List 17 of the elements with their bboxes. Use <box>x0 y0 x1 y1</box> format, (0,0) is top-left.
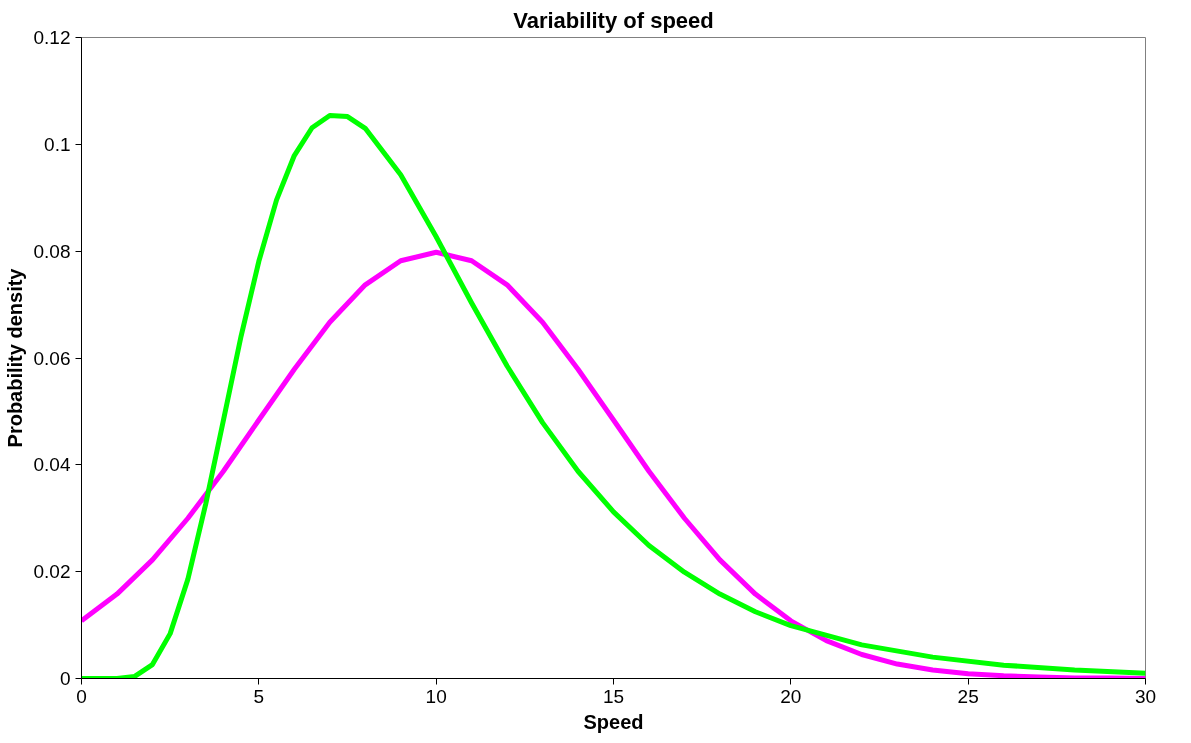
x-tick-label: 30 <box>1134 685 1157 707</box>
y-tick-label: 0.06 <box>33 347 71 369</box>
x-tick-label: 10 <box>425 685 447 707</box>
x-tick-label: 5 <box>253 685 265 707</box>
y-tick-label: 0 <box>59 668 71 689</box>
x-tick-label: 15 <box>602 685 625 707</box>
chart-title: Variability of speed <box>513 7 714 33</box>
x-tick-label: 0 <box>76 685 87 707</box>
y-axis-title: Probability density <box>3 267 26 448</box>
x-tick-label: 25 <box>957 685 979 707</box>
y-tick-label: 0.04 <box>33 454 71 476</box>
y-tick-label: 0.02 <box>33 561 71 583</box>
y-tick-label: 0.1 <box>44 133 71 155</box>
x-axis-title: Speed <box>583 710 644 733</box>
y-tick-label: 0.08 <box>33 240 71 262</box>
y-tick-label: 0.12 <box>33 27 71 48</box>
x-tick-label: 20 <box>780 685 802 707</box>
